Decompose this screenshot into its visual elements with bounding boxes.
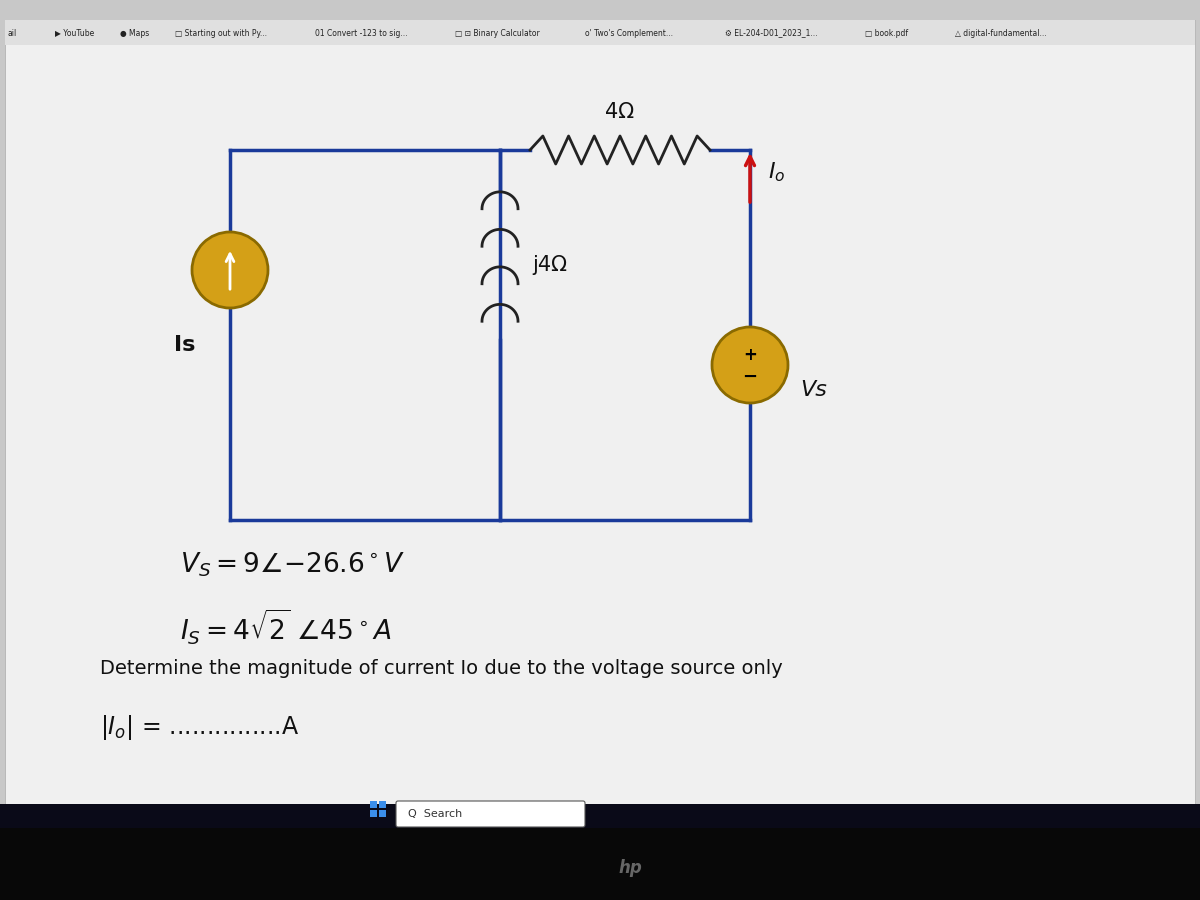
Bar [379, 801, 386, 808]
Text: Is: Is [174, 335, 196, 355]
Text: o' Two's Complement...: o' Two's Complement... [586, 29, 673, 38]
Bar [5, 20, 1195, 805]
Text: +: + [743, 346, 757, 364]
Text: Determine the magnitude of current Io due to the voltage source only: Determine the magnitude of current Io du… [100, 659, 782, 678]
Text: $I_o$: $I_o$ [768, 161, 785, 184]
Bar [5, 20, 1195, 45]
Bar [379, 810, 386, 817]
Text: □ ⊡ Binary Calculator: □ ⊡ Binary Calculator [455, 29, 540, 38]
Text: $I_S = 4\sqrt{2}\;\angle 45^\circ A$: $I_S = 4\sqrt{2}\;\angle 45^\circ A$ [180, 608, 391, 646]
Bar [370, 801, 377, 808]
Bar [0, 804, 1200, 830]
Text: hp: hp [618, 859, 642, 877]
Text: $|I_o|$ = ...............A: $|I_o|$ = ...............A [100, 714, 299, 742]
FancyBboxPatch shape [396, 801, 586, 827]
Circle shape [712, 327, 788, 403]
Text: □ Starting out with Py...: □ Starting out with Py... [175, 29, 266, 38]
Text: −: − [743, 368, 757, 386]
Text: ● Maps: ● Maps [120, 29, 149, 38]
Text: △ digital-fundamental...: △ digital-fundamental... [955, 29, 1046, 38]
Bar [0, 828, 1200, 900]
Text: 01 Convert -123 to sig...: 01 Convert -123 to sig... [314, 29, 408, 38]
Text: ail: ail [8, 29, 17, 38]
Text: j4Ω: j4Ω [532, 255, 568, 275]
Circle shape [192, 232, 268, 308]
Text: ▶ YouTube: ▶ YouTube [55, 29, 95, 38]
Text: $V_S = 9\angle{-26.6}^\circ V$: $V_S = 9\angle{-26.6}^\circ V$ [180, 551, 406, 580]
Text: ⚙ EL-204-D01_2023_1...: ⚙ EL-204-D01_2023_1... [725, 29, 817, 38]
Text: □ book.pdf: □ book.pdf [865, 29, 908, 38]
Text: 4Ω: 4Ω [606, 102, 635, 122]
Text: Q  Search: Q Search [408, 809, 462, 819]
Text: Vs: Vs [800, 380, 827, 400]
Bar [370, 810, 377, 817]
